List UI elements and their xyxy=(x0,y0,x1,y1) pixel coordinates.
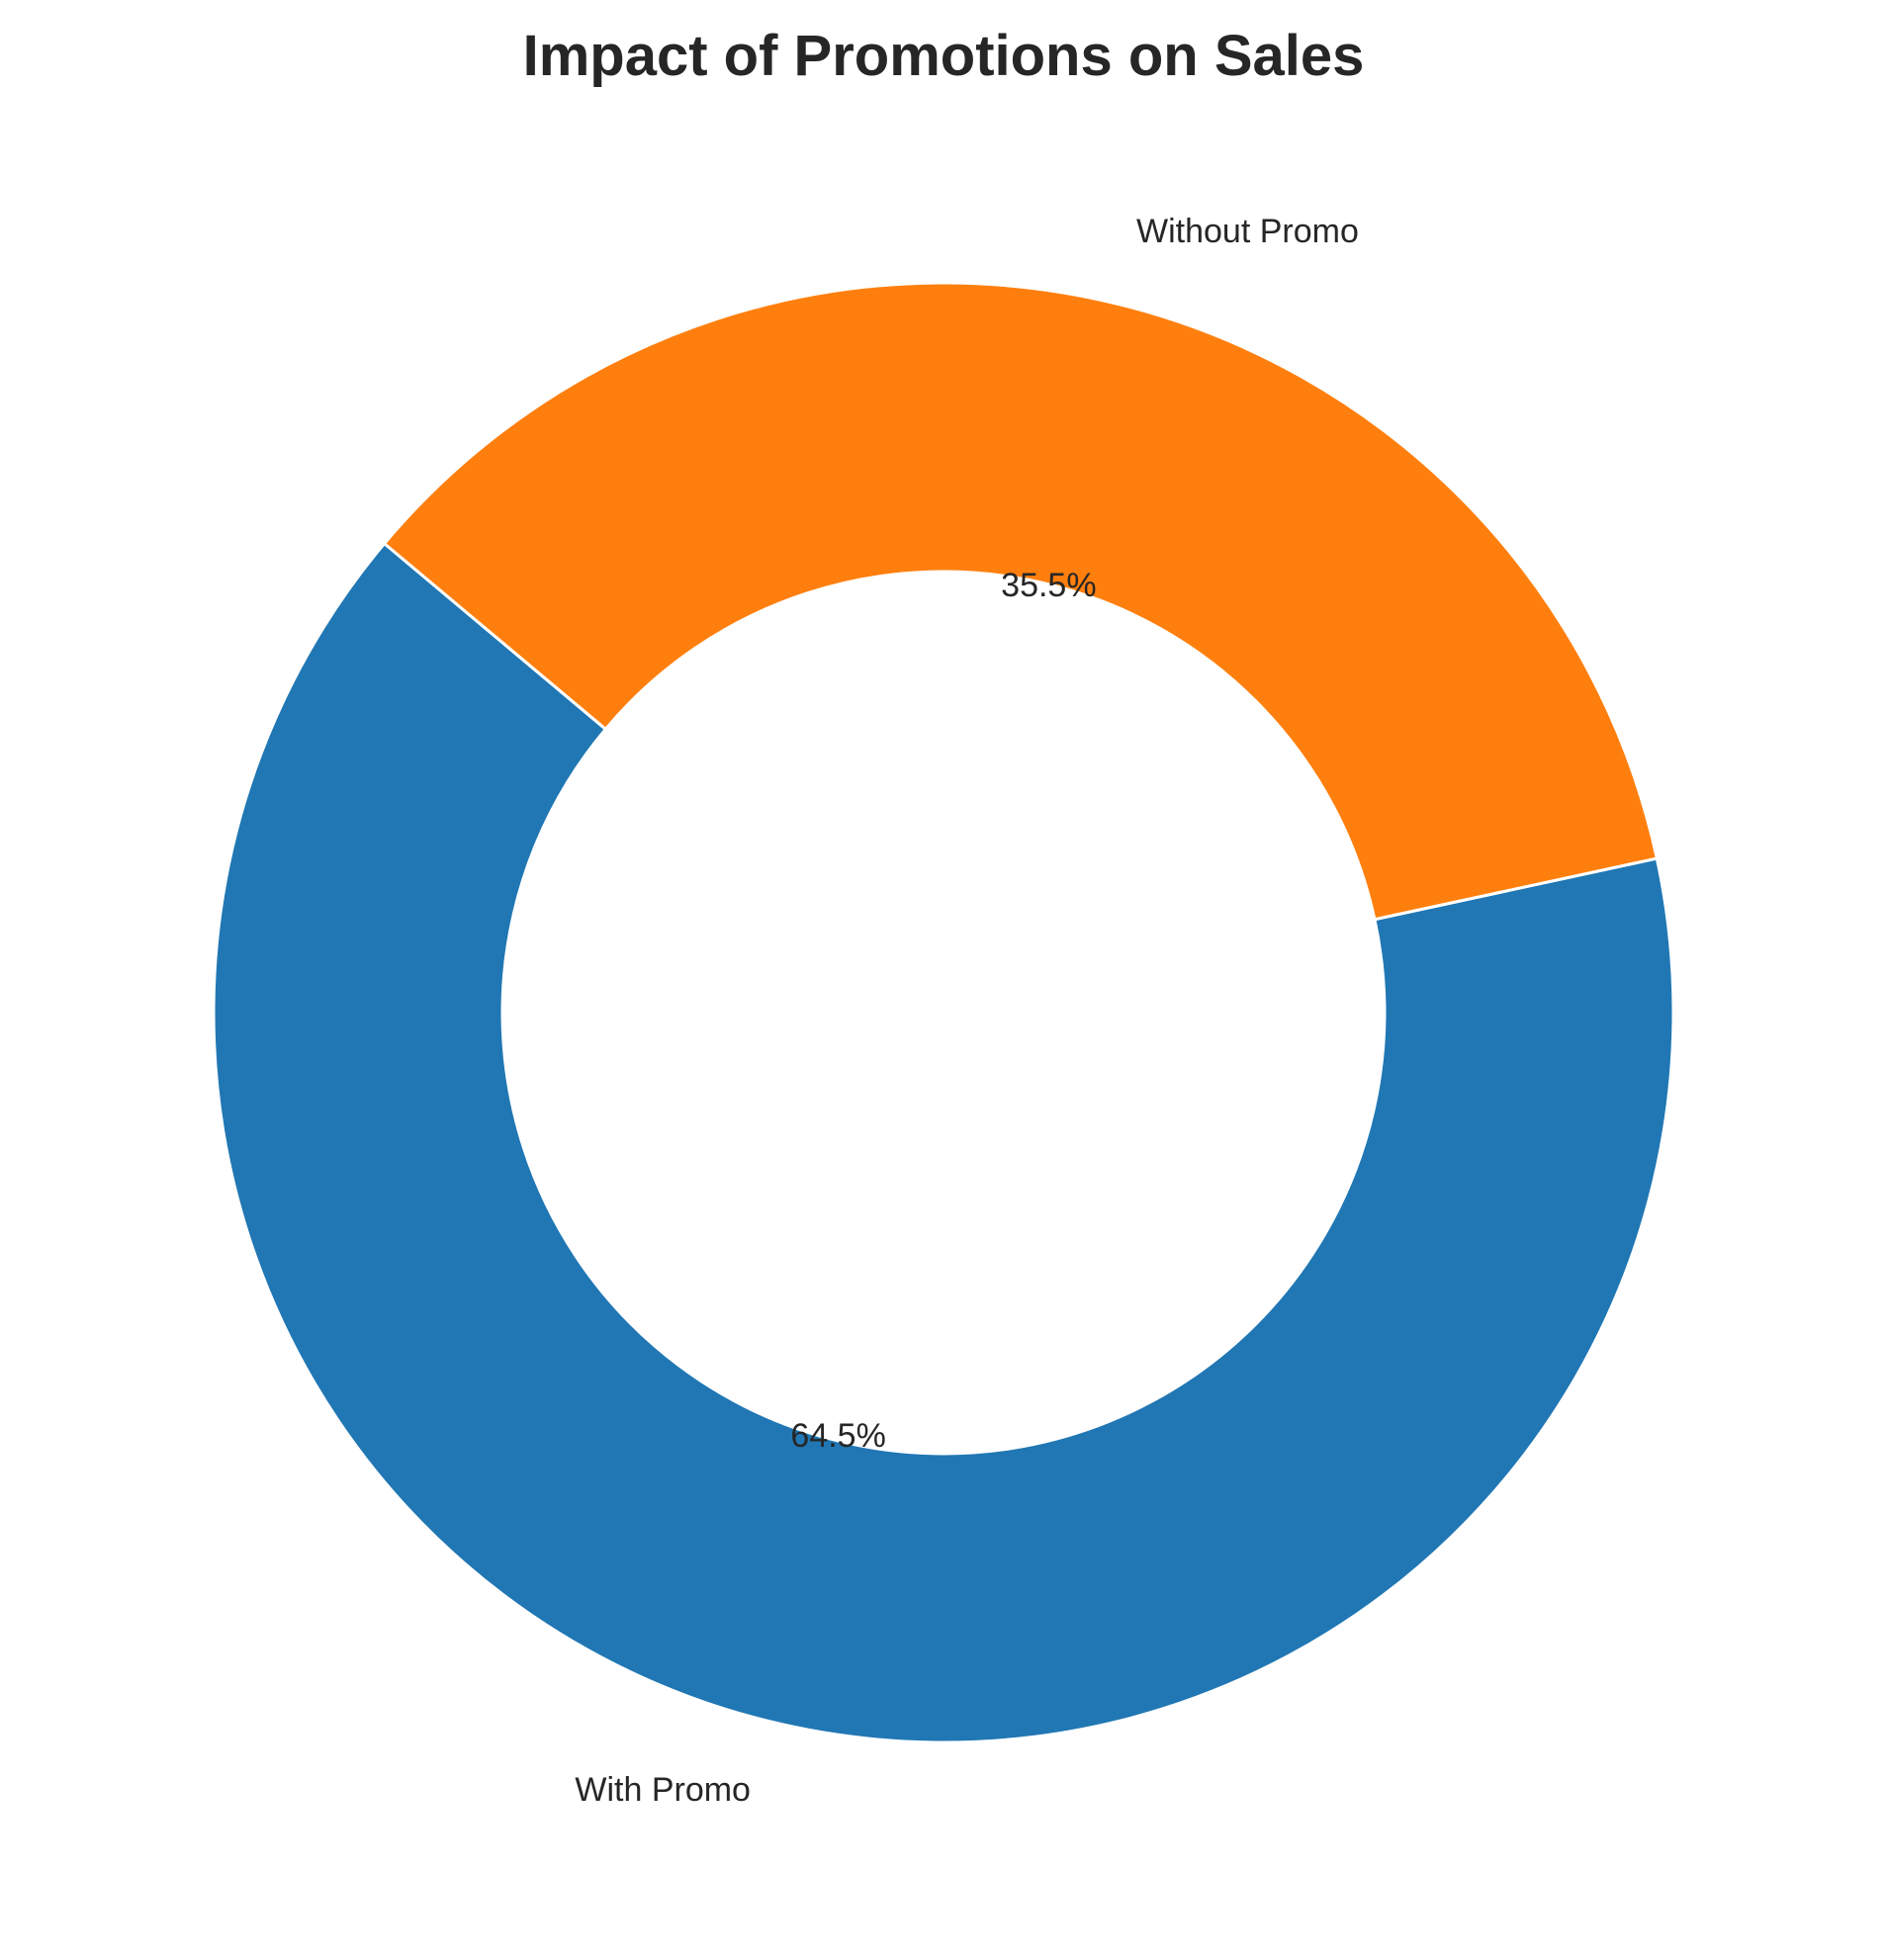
slice-with-promo xyxy=(212,542,1675,1744)
slice-label-without-promo: Without Promo xyxy=(1136,213,1359,250)
pct-label-with-promo: 64.5% xyxy=(790,1417,885,1455)
slice-label-with-promo: With Promo xyxy=(575,1771,751,1809)
chart-title: Impact of Promotions on Sales xyxy=(523,24,1365,88)
slices-layer xyxy=(212,281,1675,1744)
pct-label-without-promo: 35.5% xyxy=(1001,567,1096,604)
labels-layer: With Promo 64.5% Without Promo 35.5% xyxy=(575,213,1358,1809)
slice-without-promo xyxy=(383,281,1659,922)
